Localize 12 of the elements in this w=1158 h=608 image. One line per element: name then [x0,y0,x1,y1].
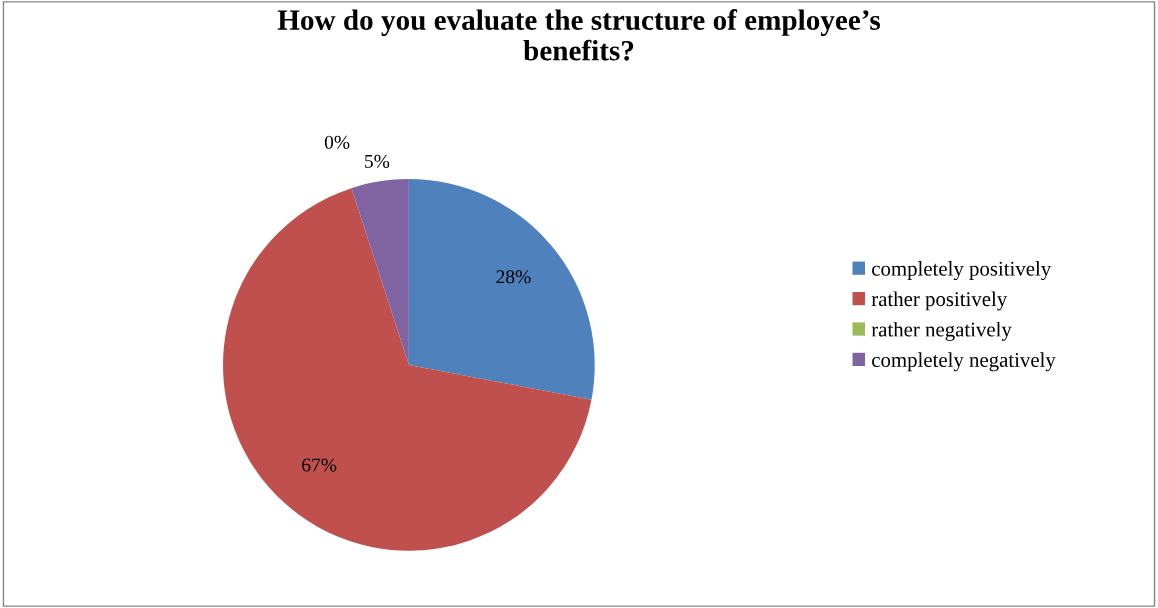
text: 0% [324,135,350,149]
pie-slice [223,188,592,551]
pie-slice [408,179,595,400]
chart-title: How do you evaluate the structure of employee’s benefits? [277,9,881,61]
pie-slice [351,179,409,365]
data-label: 28% [496,270,531,284]
legend-label: rather negatively [871,321,1012,341]
legend-label: completely positively [872,261,1052,281]
data-label: 67% [302,458,337,472]
legend-label: rather positively [871,291,1008,311]
legend-label: completely negatively [872,352,1056,372]
data-label: 5% [365,154,390,168]
